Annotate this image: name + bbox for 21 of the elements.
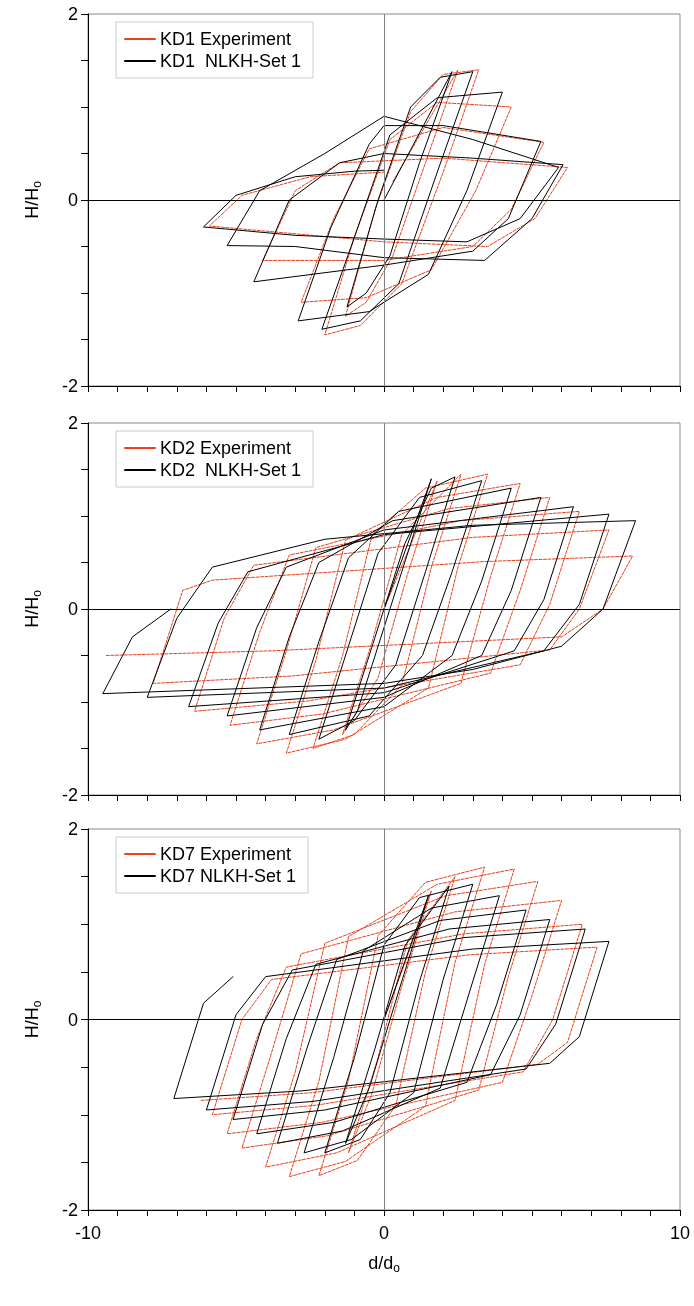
y-tick-label: 0: [67, 1009, 78, 1030]
y-tick-label: 2: [67, 4, 78, 24]
legend-label: KD7 NLKH-Set 1: [160, 866, 297, 886]
y-axis-title: H/Ho: [22, 1000, 44, 1039]
x-tick-label: 10: [669, 1223, 691, 1243]
legend-label: KD1 Experiment: [160, 29, 292, 49]
y-tick-label: 0: [67, 599, 78, 619]
y-axis-title: H/Ho: [22, 180, 44, 219]
y-axis-title: H/Ho: [22, 589, 44, 628]
x-tick-label: -10: [74, 1223, 102, 1243]
y-tick-label: 2: [67, 413, 78, 433]
y-tick-label: -2: [61, 785, 78, 805]
y-tick-label: -2: [61, 376, 78, 396]
x-tick-label: 0: [378, 1223, 390, 1243]
y-tick-label: -2: [61, 1200, 78, 1220]
y-tick-label: 0: [67, 190, 78, 210]
legend-label: KD2 Experiment: [160, 438, 292, 458]
y-tick-label: 2: [67, 819, 78, 839]
legend-label: KD2 NLKH-Set 1: [160, 460, 302, 480]
legend-label: KD7 Experiment: [160, 844, 292, 864]
legend-label: KD1 NLKH-Set 1: [160, 51, 302, 71]
